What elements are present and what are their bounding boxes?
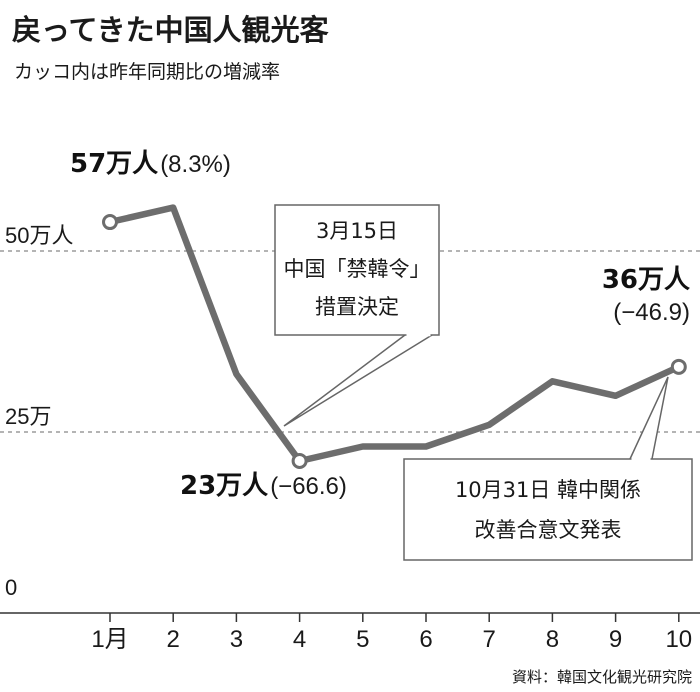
x-tick-label: 3 xyxy=(230,626,243,653)
callout-pointer xyxy=(283,334,433,427)
chart-subtitle: カッコ内は昨年同期比の増減率 xyxy=(14,61,280,83)
annotation-label: 57万人(8.3%) xyxy=(70,149,231,179)
series-line xyxy=(106,204,683,465)
annotation-change: (−46.9) xyxy=(613,299,690,326)
y-tick-label: 25万 xyxy=(5,404,51,429)
x-tick-label: 4 xyxy=(293,626,306,653)
x-tick-label: 1月 xyxy=(91,626,128,653)
callout-text: 中国「禁韓令」 xyxy=(284,257,431,281)
callout-box xyxy=(403,458,693,561)
callout-text: 3月15日 xyxy=(316,219,398,243)
x-tick-label: 7 xyxy=(483,626,496,653)
y-axis-ticks: 50万人 25万 0 xyxy=(5,223,73,600)
x-axis: 1月 2 3 4 5 6 7 8 9 10 xyxy=(0,612,700,653)
series-line-group xyxy=(102,204,687,469)
x-tick-label: 6 xyxy=(419,626,432,653)
annotation-value: 23万人 xyxy=(180,471,268,501)
y-tick-label: 50万人 xyxy=(5,223,73,248)
annotation-change: (8.3%) xyxy=(160,151,231,178)
data-point-marker xyxy=(670,358,687,375)
x-tick-label: 5 xyxy=(356,626,369,653)
x-tick-label: 8 xyxy=(546,626,559,653)
x-tick-label: 9 xyxy=(609,626,622,653)
y-tick-label: 0 xyxy=(5,575,17,600)
annotation-change: (−66.6) xyxy=(270,473,347,500)
data-point-marker xyxy=(291,452,308,469)
callout-text: 10月31日 韓中関係 xyxy=(455,478,641,502)
callout-pointer xyxy=(629,376,669,460)
data-annotations: 57万人(8.3%) 23万人(−66.6) 36万人 (−46.9) xyxy=(70,149,690,501)
x-tick-label: 2 xyxy=(167,626,180,653)
annotation-value: 36万人 xyxy=(602,265,690,295)
chart-title: 戻ってきた中国人観光客 xyxy=(12,13,330,47)
annotation-label: 23万人(−66.6) xyxy=(180,471,347,501)
x-tick-label: 10 xyxy=(665,626,692,653)
data-point-marker xyxy=(102,214,118,231)
callout-box xyxy=(274,204,440,336)
source-note: 資料：韓国文化観光研究院 xyxy=(512,668,692,686)
callout-text: 改善合意文発表 xyxy=(475,518,622,542)
callout-text: 措置決定 xyxy=(315,295,399,319)
annotation-value: 57万人 xyxy=(70,149,158,179)
